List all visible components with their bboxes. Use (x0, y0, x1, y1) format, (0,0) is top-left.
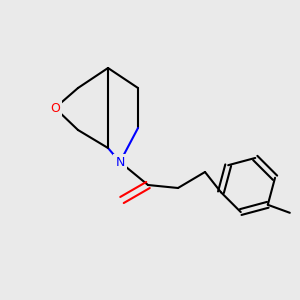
Text: N: N (115, 155, 125, 169)
Text: O: O (50, 101, 60, 115)
